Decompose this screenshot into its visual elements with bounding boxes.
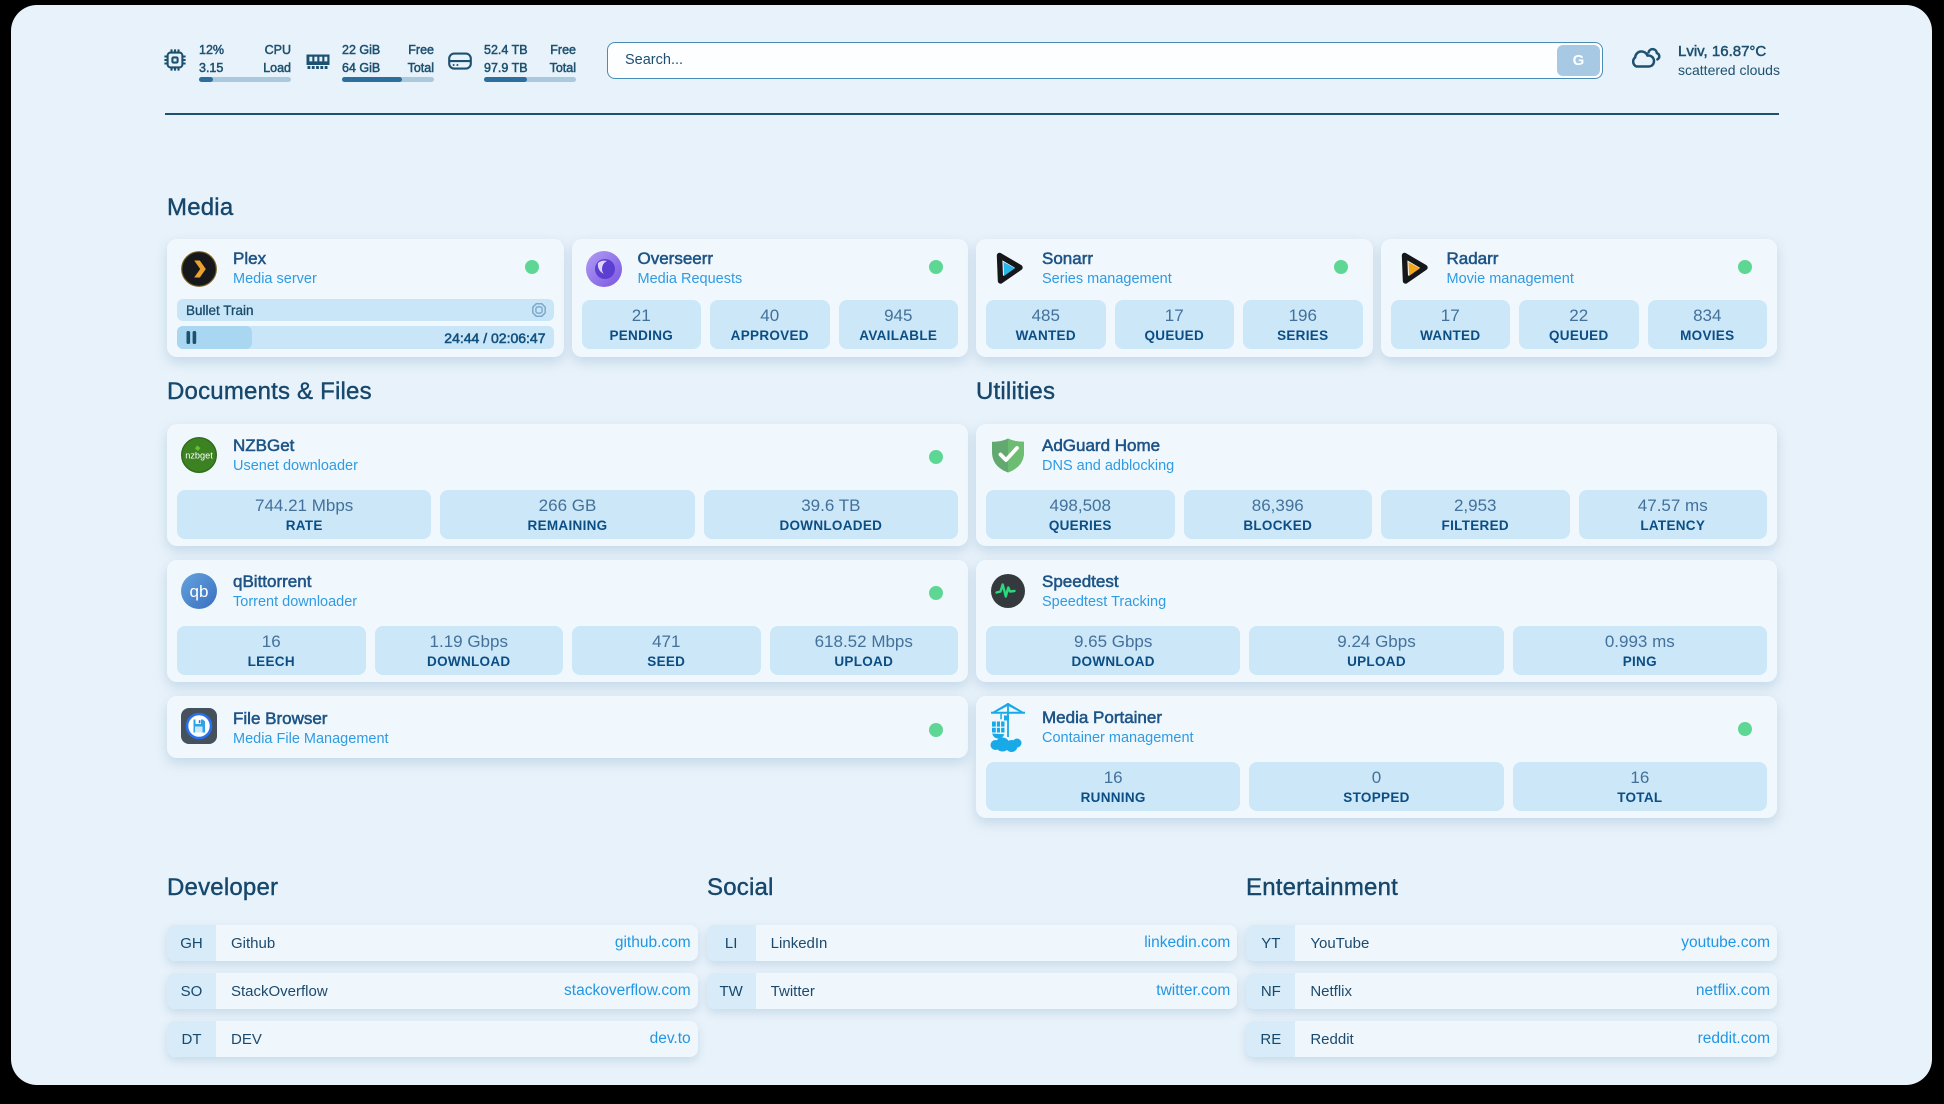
svg-text:qb: qb bbox=[190, 582, 209, 601]
svg-text:nzbget: nzbget bbox=[185, 451, 213, 461]
